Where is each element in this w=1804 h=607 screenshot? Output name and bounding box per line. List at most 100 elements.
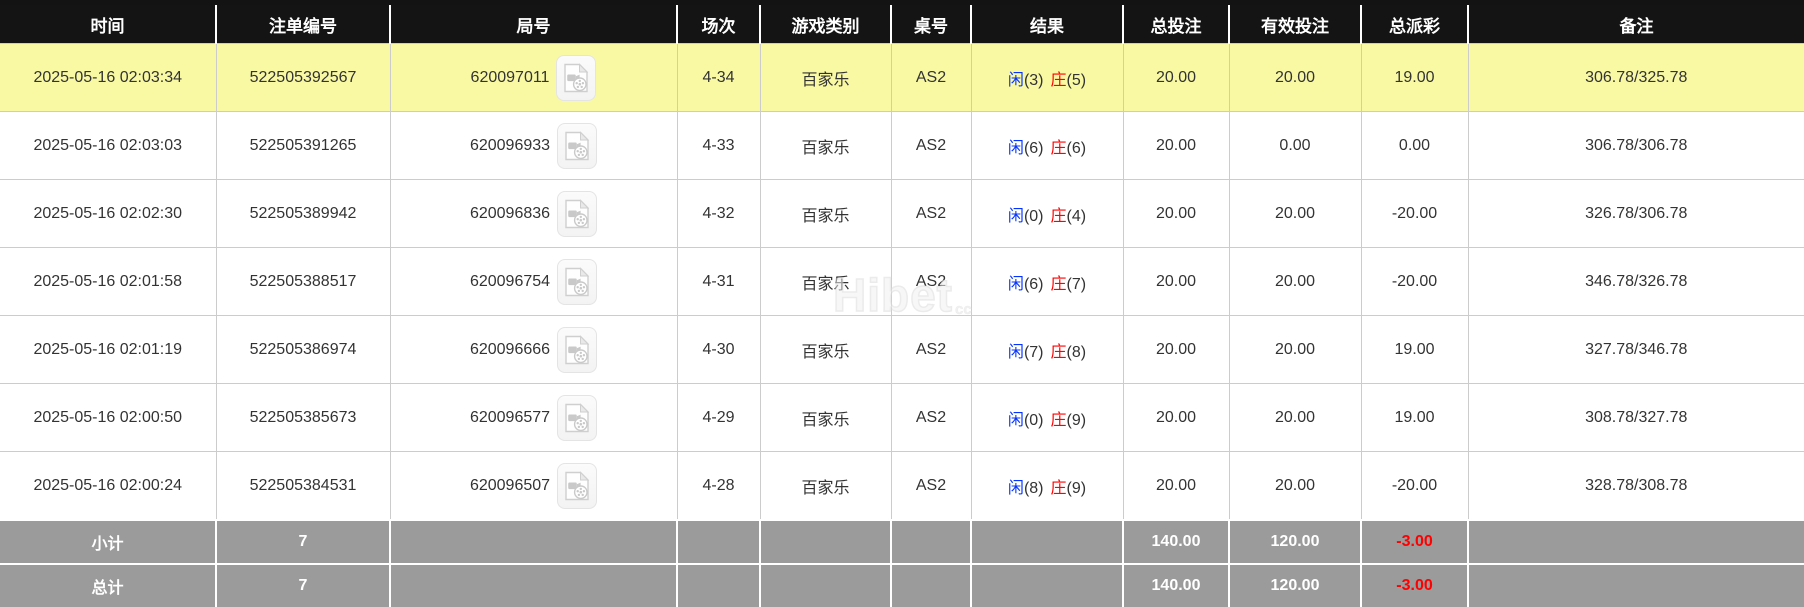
video-file-icon xyxy=(565,198,590,228)
cell-game-type: 百家乐 xyxy=(759,383,892,452)
result-player-score: (8) xyxy=(1023,479,1044,497)
subtotal-count: 7 xyxy=(215,519,390,564)
table-row[interactable]: 2025-05-16 02:00:50 522505385673 6200965… xyxy=(0,383,1804,452)
cell-total-bet: 20.00 xyxy=(1122,111,1230,180)
round-number: 620096836 xyxy=(469,204,551,222)
result-banker-label: 庄 xyxy=(1050,343,1067,361)
subtotal-total-bet: 140.00 xyxy=(1122,519,1229,564)
cell-remark: 328.78/308.78 xyxy=(1467,451,1804,521)
subtotal-payout: -3.00 xyxy=(1360,519,1468,564)
cell-remark: 306.78/325.78 xyxy=(1467,43,1804,112)
cell-session: 4-28 xyxy=(676,451,761,521)
result-banker-score: (9) xyxy=(1066,479,1087,497)
subtotal-remark xyxy=(1467,519,1804,564)
cell-session: 4-30 xyxy=(676,315,761,384)
cell-total-bet: 20.00 xyxy=(1122,247,1230,316)
col-header-session: 场次 xyxy=(676,2,760,44)
cell-total-bet: 20.00 xyxy=(1122,179,1230,248)
table-row[interactable]: 2025-05-16 02:03:34 522505392567 6200970… xyxy=(0,43,1804,112)
video-replay-button[interactable] xyxy=(557,394,598,441)
video-replay-button[interactable] xyxy=(557,190,598,237)
cell-total-bet: 20.00 xyxy=(1122,383,1230,452)
video-replay-button[interactable] xyxy=(556,54,597,101)
subtotal-round xyxy=(389,519,677,564)
table-row[interactable]: 2025-05-16 02:01:19 522505386974 6200966… xyxy=(0,315,1804,384)
result-player-label: 闲 xyxy=(1007,343,1024,361)
total-round xyxy=(389,563,677,607)
col-header-remark: 备注 xyxy=(1467,2,1804,44)
cell-payout: 0.00 xyxy=(1360,111,1469,180)
cell-result: 闲(7) 庄(8) xyxy=(970,315,1124,384)
result-banker-label: 庄 xyxy=(1050,275,1067,293)
cell-result: 闲(8) 庄(9) xyxy=(970,451,1124,521)
cell-game-type: 百家乐 xyxy=(759,451,892,521)
cell-game-type: 百家乐 xyxy=(759,315,892,384)
cell-payout: -20.00 xyxy=(1360,451,1469,521)
cell-result: 闲(3) 庄(5) xyxy=(970,43,1124,112)
cell-round-id: 620096666 xyxy=(389,315,678,384)
col-header-round-id: 局号 xyxy=(389,2,677,44)
table-header-row: 时间 注单编号 局号 场次 游戏类别 桌号 结果 总投注 有效投注 总派彩 备注 xyxy=(0,2,1804,44)
round-number: 620097011 xyxy=(470,68,550,86)
result-player-label: 闲 xyxy=(1007,207,1024,225)
cell-round-id: 620097011 xyxy=(389,43,678,112)
round-number: 620096933 xyxy=(469,136,551,154)
cell-table-no: AS2 xyxy=(890,247,972,316)
result-banker-label: 庄 xyxy=(1050,479,1067,497)
table-row[interactable]: 2025-05-16 02:00:24 522505384531 6200965… xyxy=(0,451,1804,521)
cell-result: 闲(6) 庄(6) xyxy=(970,111,1124,180)
result-player-score: (6) xyxy=(1023,275,1044,293)
result-banker-score: (5) xyxy=(1066,71,1087,89)
result-banker-label: 庄 xyxy=(1050,139,1067,157)
total-count: 7 xyxy=(215,563,390,607)
round-number: 620096507 xyxy=(469,476,551,494)
cell-payout: -20.00 xyxy=(1360,247,1469,316)
cell-game-type: 百家乐 xyxy=(759,43,892,112)
cell-payout: 19.00 xyxy=(1360,315,1469,384)
cell-valid-bet: 0.00 xyxy=(1228,111,1362,180)
cell-session: 4-32 xyxy=(676,179,761,248)
total-row: 总计 7 140.00 120.00 -3.00 xyxy=(0,563,1804,607)
cell-payout: 19.00 xyxy=(1360,43,1469,112)
cell-remark: 308.78/327.78 xyxy=(1467,383,1804,452)
result-player-label: 闲 xyxy=(1007,411,1024,429)
cell-total-bet: 20.00 xyxy=(1122,315,1230,384)
cell-valid-bet: 20.00 xyxy=(1228,247,1362,316)
table-row[interactable]: 2025-05-16 02:01:58 522505388517 6200967… xyxy=(0,247,1804,316)
result-banker-score: (4) xyxy=(1066,207,1087,225)
cell-bet-id: 522505389942 xyxy=(215,179,391,248)
cell-session: 4-34 xyxy=(676,43,761,112)
result-banker-score: (8) xyxy=(1066,343,1087,361)
video-replay-button[interactable] xyxy=(557,462,598,509)
total-valid-bet: 120.00 xyxy=(1228,563,1361,607)
result-player-label: 闲 xyxy=(1007,71,1024,89)
cell-valid-bet: 20.00 xyxy=(1228,179,1362,248)
cell-total-bet: 20.00 xyxy=(1122,43,1230,112)
cell-time: 2025-05-16 02:01:58 xyxy=(0,247,217,316)
subtotal-row: 小计 7 140.00 120.00 -3.00 xyxy=(0,519,1804,564)
cell-session: 4-31 xyxy=(676,247,761,316)
table-row[interactable]: 2025-05-16 02:02:30 522505389942 6200968… xyxy=(0,179,1804,248)
cell-remark: 327.78/346.78 xyxy=(1467,315,1804,384)
subtotal-result xyxy=(970,519,1123,564)
video-replay-button[interactable] xyxy=(557,258,598,305)
col-header-payout: 总派彩 xyxy=(1360,2,1468,44)
cell-game-type: 百家乐 xyxy=(759,111,892,180)
cell-table-no: AS2 xyxy=(890,315,972,384)
total-total-bet: 140.00 xyxy=(1122,563,1229,607)
cell-table-no: AS2 xyxy=(890,383,972,452)
cell-result: 闲(0) 庄(4) xyxy=(970,179,1124,248)
cell-total-bet: 20.00 xyxy=(1122,451,1230,521)
video-replay-button[interactable] xyxy=(557,122,598,169)
video-replay-button[interactable] xyxy=(557,326,598,373)
cell-valid-bet: 20.00 xyxy=(1228,43,1362,112)
subtotal-table xyxy=(890,519,971,564)
table-row[interactable]: 2025-05-16 02:03:03 522505391265 6200969… xyxy=(0,111,1804,180)
total-payout: -3.00 xyxy=(1360,563,1468,607)
col-header-result: 结果 xyxy=(970,2,1123,44)
cell-bet-id: 522505385673 xyxy=(215,383,391,452)
cell-game-type: 百家乐 xyxy=(759,247,892,316)
video-file-icon xyxy=(565,334,590,364)
result-banker-score: (7) xyxy=(1066,275,1087,293)
